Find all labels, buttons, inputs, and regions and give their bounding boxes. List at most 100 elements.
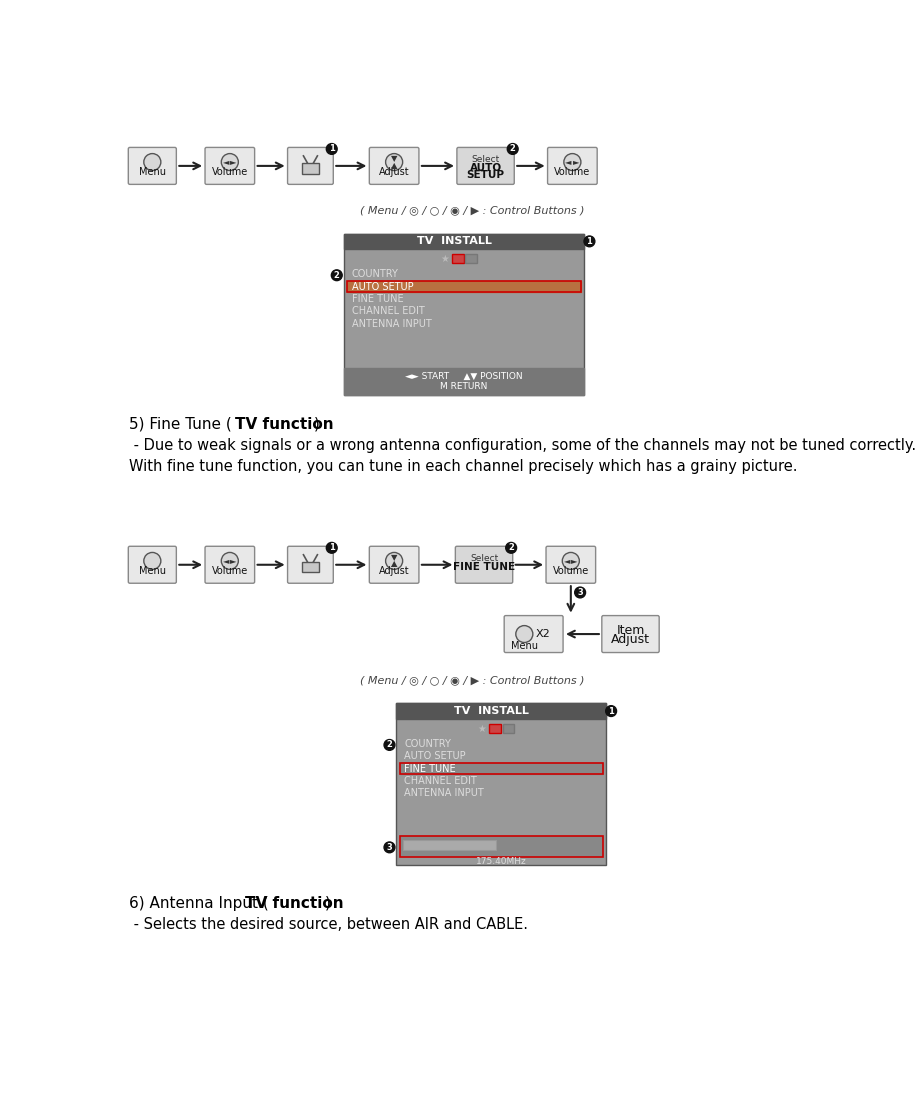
Text: 3: 3 (577, 588, 583, 597)
Text: Menu: Menu (139, 167, 166, 177)
Text: ◄: ◄ (565, 158, 572, 167)
Text: 1: 1 (329, 145, 334, 154)
Text: FINE TUNE: FINE TUNE (453, 562, 515, 572)
Bar (452, 255, 464, 263)
FancyBboxPatch shape (205, 546, 254, 583)
Circle shape (221, 154, 239, 170)
Bar (402, 840, 495, 849)
Text: Volume: Volume (212, 167, 248, 177)
Text: Menu: Menu (139, 565, 166, 575)
Text: Select: Select (470, 554, 498, 563)
Text: 175.40MHz: 175.40MHz (476, 857, 527, 867)
Text: 6) Antenna Input (: 6) Antenna Input ( (129, 896, 269, 910)
Bar (344, 368, 584, 395)
Text: Select: Select (472, 155, 500, 165)
Text: AUTO SETUP: AUTO SETUP (352, 282, 414, 292)
Text: ★: ★ (440, 254, 449, 264)
Text: 2: 2 (333, 270, 340, 279)
FancyBboxPatch shape (369, 546, 419, 583)
Text: Adjust: Adjust (611, 633, 650, 646)
Bar (302, 162, 319, 174)
Bar (344, 234, 584, 395)
FancyBboxPatch shape (504, 615, 563, 652)
Bar (347, 282, 581, 293)
Text: TV function: TV function (245, 896, 344, 910)
Circle shape (584, 236, 595, 247)
Bar (347, 282, 581, 293)
Text: AUTO: AUTO (470, 164, 502, 174)
Circle shape (386, 154, 402, 170)
Text: Adjust: Adjust (379, 167, 410, 177)
Text: ( Menu / ◎ / ○ / ◉ / ▶ : Control Buttons ): ( Menu / ◎ / ○ / ◉ / ▶ : Control Buttons… (360, 206, 585, 216)
Text: Volume: Volume (553, 565, 589, 575)
Text: ANTENNA INPUT: ANTENNA INPUT (404, 788, 484, 798)
Text: Volume: Volume (212, 565, 248, 575)
Text: ANTENNA INPUT: ANTENNA INPUT (352, 318, 431, 328)
Text: ▲: ▲ (391, 560, 397, 569)
Text: Item: Item (616, 623, 645, 637)
Text: ►: ► (571, 556, 578, 565)
FancyBboxPatch shape (128, 546, 176, 583)
Circle shape (575, 587, 586, 598)
FancyBboxPatch shape (128, 147, 176, 185)
Circle shape (386, 552, 402, 570)
Circle shape (326, 144, 337, 155)
Text: Adjust: Adjust (379, 565, 410, 575)
Text: 1: 1 (608, 707, 614, 716)
Text: ◄► START     ▲▼ POSITION: ◄► START ▲▼ POSITION (405, 372, 523, 381)
Text: ★: ★ (477, 723, 486, 733)
Circle shape (563, 552, 579, 570)
Bar (302, 562, 319, 572)
Text: TV function: TV function (235, 417, 334, 432)
Bar (396, 703, 606, 719)
FancyBboxPatch shape (205, 147, 254, 185)
Text: - Due to weak signals or a wrong antenna configuration, some of the channels may: - Due to weak signals or a wrong antenna… (129, 439, 916, 453)
Text: ◄: ◄ (223, 158, 229, 167)
Text: X2: X2 (535, 629, 551, 639)
Text: Menu: Menu (511, 641, 538, 651)
FancyBboxPatch shape (287, 147, 333, 185)
Text: COUNTRY: COUNTRY (352, 269, 399, 279)
FancyBboxPatch shape (455, 546, 513, 583)
Text: ( Menu / ◎ / ○ / ◉ / ▶ : Control Buttons ): ( Menu / ◎ / ○ / ◉ / ▶ : Control Buttons… (360, 676, 585, 686)
Circle shape (144, 552, 161, 570)
Text: ►: ► (573, 158, 579, 167)
Text: TV  INSTALL: TV INSTALL (454, 706, 530, 716)
Text: SETUP: SETUP (467, 170, 505, 180)
Text: ◄: ◄ (564, 556, 570, 565)
FancyBboxPatch shape (457, 147, 514, 185)
Circle shape (564, 154, 581, 170)
Bar (489, 725, 501, 732)
Text: ▼: ▼ (391, 552, 397, 562)
Bar (344, 234, 584, 249)
Text: CHANNEL EDIT: CHANNEL EDIT (352, 306, 425, 316)
Text: FINE TUNE: FINE TUNE (404, 764, 456, 774)
Text: ►: ► (230, 556, 237, 565)
Text: Volume: Volume (554, 167, 590, 177)
Circle shape (506, 542, 517, 553)
Circle shape (507, 144, 519, 155)
Text: ▲: ▲ (391, 160, 397, 169)
Circle shape (326, 542, 337, 553)
Text: COUNTRY: COUNTRY (404, 739, 451, 749)
Text: 2: 2 (509, 145, 516, 154)
Text: M RETURN: M RETURN (440, 383, 487, 392)
Bar (465, 255, 477, 263)
Text: AUTO SETUP: AUTO SETUP (404, 751, 466, 761)
Text: 3: 3 (387, 843, 392, 851)
Text: 1: 1 (329, 543, 334, 552)
Text: FINE TUNE: FINE TUNE (352, 294, 403, 304)
Circle shape (606, 706, 616, 717)
Text: 2: 2 (508, 543, 514, 552)
Circle shape (384, 739, 395, 750)
Circle shape (384, 841, 395, 853)
Text: ): ) (324, 896, 331, 910)
Circle shape (332, 269, 343, 280)
Bar (396, 703, 606, 865)
Circle shape (144, 154, 161, 170)
Circle shape (221, 552, 239, 570)
Bar (400, 836, 602, 857)
Text: 5) Fine Tune (: 5) Fine Tune ( (129, 417, 232, 432)
Text: ►: ► (230, 158, 237, 167)
FancyBboxPatch shape (601, 615, 659, 652)
